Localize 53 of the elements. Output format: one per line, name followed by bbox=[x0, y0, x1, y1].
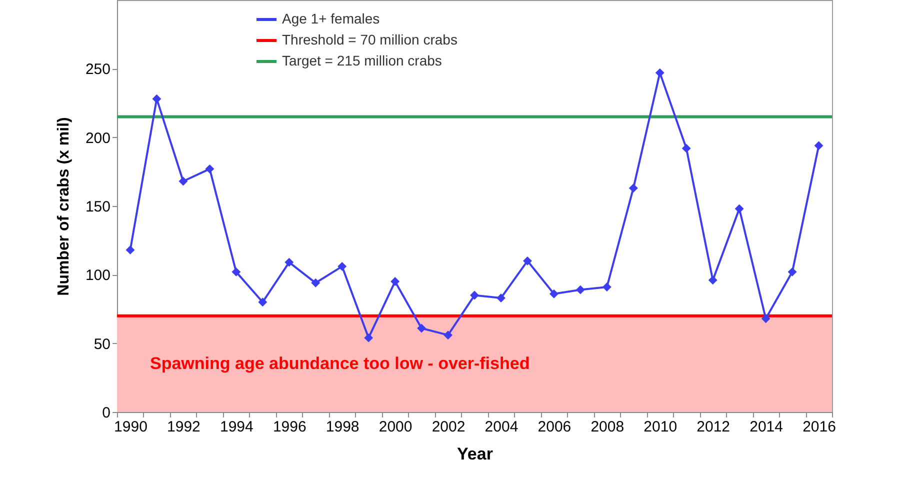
x-tick-label: 2008 bbox=[590, 418, 624, 436]
y-tick-label: 0 bbox=[102, 404, 110, 422]
x-axis-title: Year bbox=[457, 444, 494, 464]
legend-label: Target = 215 million crabs bbox=[282, 52, 442, 68]
point bbox=[788, 267, 797, 276]
point bbox=[205, 164, 214, 174]
point bbox=[444, 330, 452, 340]
x-tick-label: 2016 bbox=[802, 418, 836, 436]
x-tick-label: 2004 bbox=[484, 418, 518, 436]
point bbox=[470, 290, 479, 300]
point bbox=[602, 282, 612, 292]
x-tick-label: 1992 bbox=[167, 418, 200, 436]
point bbox=[364, 333, 374, 342]
point bbox=[576, 285, 585, 294]
y-tick-label: 150 bbox=[85, 198, 110, 216]
x-tick-label: 2000 bbox=[378, 418, 412, 436]
x-tick-label: 1990 bbox=[114, 418, 148, 436]
band-label: Spawning age abundance too low - over-fished bbox=[150, 354, 530, 373]
point bbox=[734, 204, 744, 214]
x-tick-label: 1996 bbox=[272, 418, 306, 436]
point bbox=[655, 68, 664, 78]
point bbox=[814, 141, 824, 150]
point bbox=[311, 278, 320, 288]
point bbox=[708, 276, 718, 285]
point bbox=[126, 245, 135, 254]
legend-label: Age 1+ females bbox=[282, 10, 380, 26]
y-tick-label: 50 bbox=[94, 336, 110, 353]
point bbox=[761, 314, 770, 324]
y-axis-title: Number of crabs (x mil) bbox=[55, 117, 72, 296]
y-tick-label: 100 bbox=[85, 267, 110, 284]
x-tick-label: 1998 bbox=[326, 418, 360, 436]
point bbox=[152, 94, 162, 104]
x-tick-label: 2010 bbox=[644, 418, 678, 436]
point bbox=[232, 267, 241, 276]
x-tick-label: 2012 bbox=[696, 418, 730, 436]
x-tick-label: 2002 bbox=[432, 418, 466, 436]
point bbox=[338, 262, 347, 271]
x-tick-label: 2006 bbox=[538, 418, 572, 436]
x-tick-label: 1994 bbox=[220, 418, 254, 436]
point bbox=[178, 176, 188, 186]
point bbox=[522, 256, 532, 266]
point bbox=[417, 324, 426, 333]
point bbox=[496, 294, 506, 302]
point bbox=[284, 258, 294, 267]
point bbox=[390, 277, 400, 286]
point bbox=[628, 184, 638, 193]
y-tick-label: 250 bbox=[85, 61, 110, 78]
point bbox=[549, 289, 558, 298]
point bbox=[682, 144, 691, 153]
point bbox=[258, 298, 268, 307]
legend-label: Threshold = 70 million crabs bbox=[282, 32, 458, 48]
x-tick-label: 2014 bbox=[750, 418, 783, 436]
y-tick-label: 200 bbox=[85, 130, 110, 147]
